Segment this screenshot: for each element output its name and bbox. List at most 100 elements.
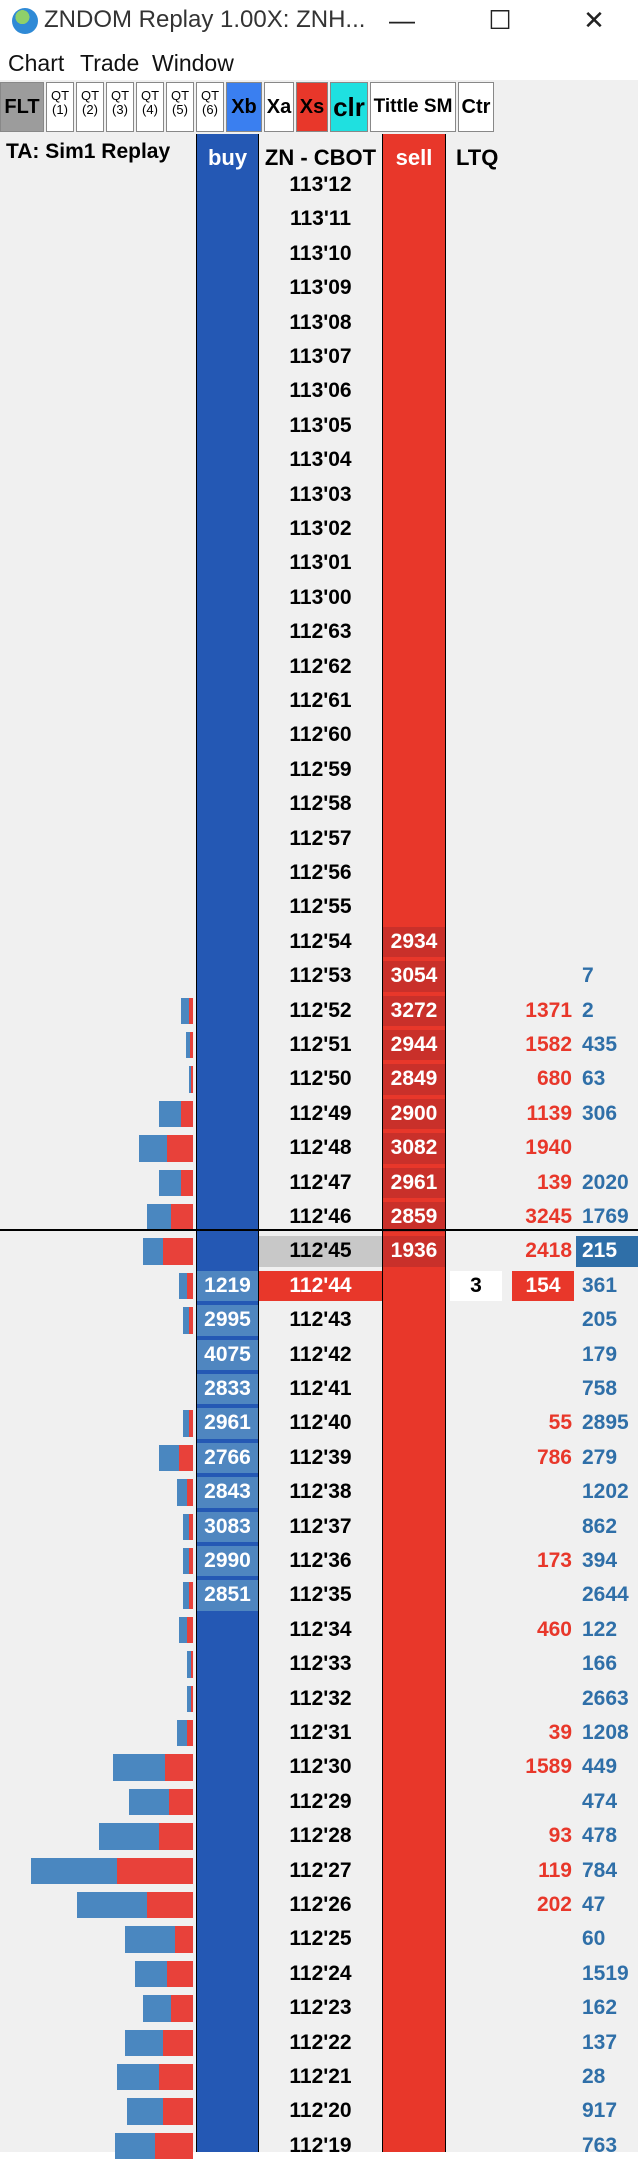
price-level[interactable]: 113'08 (289, 310, 352, 334)
sell-size[interactable]: 2900 (390, 1101, 438, 1125)
toolbar-button-ctr[interactable]: Ctr (458, 82, 494, 132)
price-level[interactable]: 112'42 (289, 1342, 352, 1366)
sell-size[interactable]: 2934 (390, 929, 438, 953)
buy-header[interactable]: buy (207, 145, 248, 170)
price-level[interactable]: 112'54 (289, 929, 352, 953)
price-level[interactable]: 112'28 (289, 1824, 352, 1848)
price-level[interactable]: 112'56 (289, 861, 352, 884)
toolbar-button-tittle-sm[interactable]: Tittle SM (370, 82, 456, 132)
price-level[interactable]: 112'47 (289, 1170, 352, 1194)
buy-size[interactable]: 2833 (204, 1377, 251, 1400)
sell-size[interactable]: 2961 (390, 1170, 438, 1194)
sell-header[interactable]: sell (395, 145, 433, 170)
price-level[interactable]: 112'48 (289, 1136, 352, 1160)
toolbar-button-qt-5[interactable]: QT (5) (166, 82, 194, 132)
toolbar-button-qt-3[interactable]: QT (3) (106, 82, 134, 132)
price-level[interactable]: 113'04 (289, 448, 352, 472)
toolbar-button-qt-4[interactable]: QT (4) (136, 82, 164, 132)
price-level[interactable]: 112'24 (289, 1961, 352, 1985)
sell-size[interactable]: 2944 (390, 1033, 438, 1056)
price-level[interactable]: 112'52 (289, 998, 352, 1022)
price-level[interactable]: 112'39 (289, 1445, 352, 1469)
sell-size[interactable]: 3272 (390, 998, 438, 1022)
price-level[interactable]: 112'23 (289, 1996, 352, 2020)
price-level[interactable]: 113'00 (289, 585, 352, 609)
price-level[interactable]: 112'55 (289, 895, 352, 919)
price-level[interactable]: 112'58 (289, 792, 352, 816)
buy-size[interactable]: 3083 (204, 1514, 251, 1538)
minimize-button[interactable]: — (389, 5, 415, 35)
price-level[interactable]: 112'25 (289, 1927, 352, 1951)
price-level[interactable]: 112'20 (289, 2099, 352, 2123)
toolbar-button-xb[interactable]: Xb (226, 82, 262, 132)
price-level[interactable]: 112'62 (289, 654, 352, 678)
toolbar-button-qt-2[interactable]: QT (2) (76, 82, 104, 132)
price-level[interactable]: 112'59 (289, 757, 352, 781)
toolbar-button-qt-1[interactable]: QT (1) (46, 82, 74, 132)
buy-column[interactable] (196, 134, 259, 2152)
buy-size[interactable]: 1219 (204, 1273, 251, 1297)
price-level[interactable]: 113'03 (289, 482, 352, 506)
price-level[interactable]: 113'06 (289, 379, 352, 403)
price-level[interactable]: 112'34 (289, 1617, 352, 1641)
sell-size[interactable]: 2859 (390, 1205, 438, 1228)
price-level[interactable]: 113'09 (289, 276, 352, 300)
price-level[interactable]: 112'46 (289, 1205, 352, 1228)
buy-size[interactable]: 2766 (204, 1445, 251, 1469)
sell-size[interactable]: 2849 (390, 1067, 438, 1091)
sell-size[interactable]: 3082 (390, 1136, 438, 1160)
price-level[interactable]: 112'29 (289, 1789, 352, 1813)
maximize-button[interactable]: ☐ (488, 5, 512, 35)
price-level[interactable]: 113'10 (289, 241, 352, 265)
buy-size[interactable]: 2851 (204, 1583, 251, 1607)
menu-chart[interactable]: Chart (8, 50, 65, 76)
sell-size[interactable]: 1936 (390, 1239, 438, 1263)
price-level[interactable]: 112'40 (289, 1411, 352, 1435)
price-level[interactable]: 112'41 (289, 1377, 352, 1400)
price-level[interactable]: 112'60 (289, 723, 352, 747)
price-level[interactable]: 112'30 (289, 1755, 352, 1779)
toolbar-button-clr[interactable]: clr (330, 82, 368, 132)
price-level[interactable]: 113'02 (289, 517, 352, 540)
price-level[interactable]: 113'07 (289, 345, 352, 368)
price-level[interactable]: 112'35 (289, 1583, 352, 1607)
price-level[interactable]: 112'50 (289, 1067, 352, 1091)
price-level[interactable]: 113'05 (289, 413, 352, 437)
buy-size[interactable]: 2843 (204, 1480, 251, 1504)
price-level[interactable]: 112'37 (289, 1514, 352, 1538)
price-level[interactable]: 113'12 (289, 173, 352, 196)
price-level[interactable]: 112'51 (289, 1033, 352, 1056)
price-level[interactable]: 113'01 (289, 551, 352, 575)
price-level[interactable]: 112'53 (289, 964, 352, 988)
buy-size[interactable]: 2995 (204, 1308, 251, 1332)
price-level[interactable]: 112'43 (289, 1308, 352, 1332)
price-level[interactable]: 112'63 (289, 620, 352, 644)
buy-size[interactable]: 2990 (204, 1549, 251, 1572)
price-level[interactable]: 112'32 (289, 1686, 352, 1710)
price-level[interactable]: 112'49 (289, 1101, 352, 1125)
toolbar-button-xs[interactable]: Xs (296, 82, 328, 132)
price-level[interactable]: 112'38 (289, 1480, 352, 1504)
menu-window[interactable]: Window (152, 50, 234, 76)
toolbar-button-xa[interactable]: Xa (264, 82, 294, 132)
sell-size[interactable]: 3054 (390, 964, 438, 988)
price-level[interactable]: 112'22 (289, 2030, 352, 2054)
price-level[interactable]: 112'26 (289, 1893, 352, 1916)
price-level[interactable]: 112'57 (289, 826, 352, 850)
buy-size[interactable]: 2961 (204, 1411, 251, 1435)
price-level[interactable]: 113'11 (289, 207, 352, 231)
price-level[interactable]: 112'45 (289, 1239, 352, 1263)
toolbar-button-qt-6[interactable]: QT (6) (196, 82, 224, 132)
buy-size[interactable]: 4075 (204, 1342, 251, 1366)
price-level[interactable]: 112'44 (289, 1273, 352, 1297)
price-level[interactable]: 112'33 (289, 1652, 352, 1676)
price-level[interactable]: 112'27 (289, 1858, 352, 1882)
menu-trade[interactable]: Trade (80, 50, 140, 76)
close-button[interactable]: ✕ (583, 5, 605, 35)
price-level[interactable]: 112'19 (289, 2133, 352, 2157)
price-level[interactable]: 112'21 (289, 2065, 352, 2088)
price-level[interactable]: 112'36 (289, 1549, 352, 1572)
price-level[interactable]: 112'61 (289, 689, 352, 712)
toolbar-button-flt[interactable]: FLT (0, 82, 44, 132)
price-level[interactable]: 112'31 (289, 1721, 352, 1744)
